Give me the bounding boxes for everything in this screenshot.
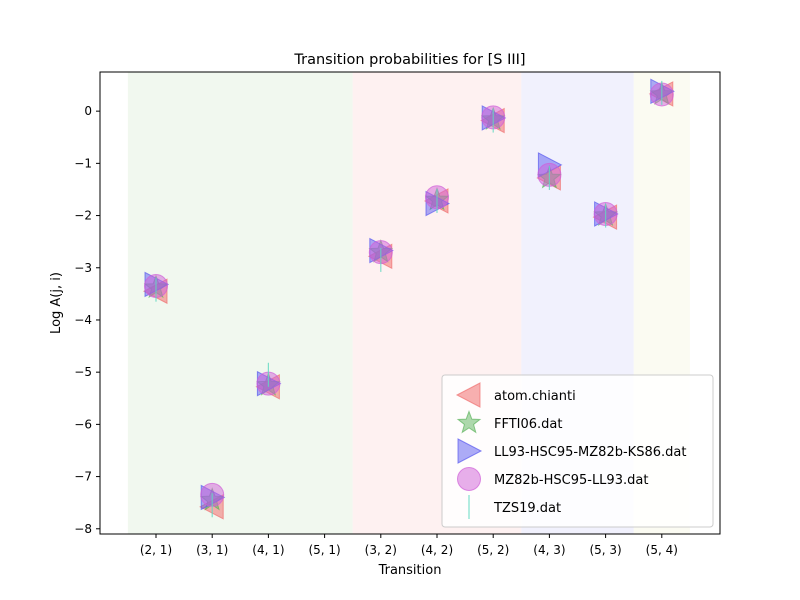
- x-tick-label-2: (4, 1): [252, 543, 284, 557]
- y-tick-label-4: −4: [74, 313, 92, 327]
- legend-label-2: LL93-HSC95-MZ82b-KS86.dat: [494, 445, 686, 460]
- x-tick-label-6: (5, 2): [477, 543, 509, 557]
- x-axis: (2, 1) (3, 1) (4, 1) (5, 1) (3, 2) (4, 2) (5, …: [140, 534, 678, 557]
- legend-label-1: FFTI06.dat: [494, 417, 563, 432]
- y-tick-label-8: −8: [74, 522, 92, 536]
- y-tick-label-7: −7: [74, 470, 92, 484]
- legend-box: [441, 374, 714, 528]
- y-tick-label-5: −5: [74, 365, 92, 379]
- y-tick-label-2: −2: [74, 209, 92, 223]
- legend-marker-2: [457, 438, 483, 464]
- band-0: [127, 72, 353, 534]
- x-tick-label-0: (2, 1): [140, 543, 172, 557]
- x-tick-label-4: (3, 2): [365, 543, 397, 557]
- x-tick-label-7: (4, 3): [533, 543, 565, 557]
- legend-marker-3: [457, 467, 481, 491]
- x-tick-label-3: (5, 1): [308, 543, 340, 557]
- y-tick-label-0: 0: [84, 104, 92, 118]
- background-bands: [127, 72, 690, 534]
- x-tick-label-1: (3, 1): [196, 543, 228, 557]
- plot-frame: [99, 71, 721, 535]
- y-axis: 0 −1 −2 −3 −4 −5 −6 −7 −8: [74, 104, 100, 536]
- y-tick-label-6: −6: [74, 417, 92, 431]
- y-tick-label-3: −3: [74, 261, 92, 275]
- x-tick-label-9: (5, 4): [646, 543, 678, 557]
- legend-label-4: TZS19.dat: [493, 501, 561, 516]
- chart-title: Transition probabilities for [S III]: [293, 52, 525, 68]
- legend-marker-1: [456, 410, 482, 434]
- legend-label-3: MZ82b-HSC95-LL93.dat: [494, 473, 648, 488]
- y-tick-label-1: −1: [74, 156, 92, 170]
- x-tick-label-8: (5, 3): [589, 543, 621, 557]
- legend-label-0: atom.chianti: [494, 389, 576, 404]
- legend: atom.chianti FFTI06.dat LL93-HSC95-MZ82b-K…: [441, 374, 714, 528]
- data-markers: [142, 78, 675, 520]
- legend-marker-0: [455, 382, 481, 408]
- x-tick-label-5: (4, 2): [421, 543, 453, 557]
- x-axis-label: Transition: [378, 563, 442, 578]
- y-axis-label: Log A(j, i): [49, 272, 64, 334]
